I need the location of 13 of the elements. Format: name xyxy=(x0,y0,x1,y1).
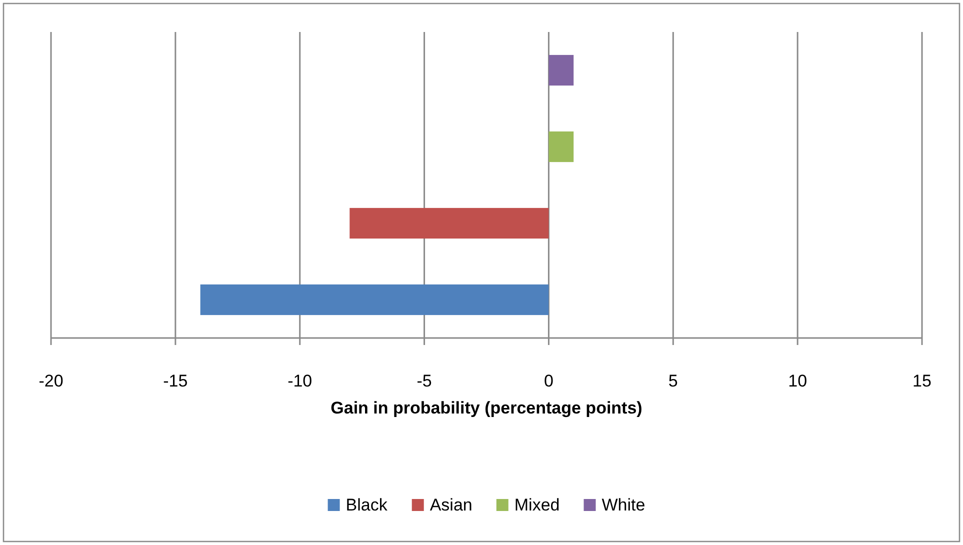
x-tick-label: 10 xyxy=(788,372,808,390)
x-tick-label: -15 xyxy=(163,372,188,390)
x-tick-label: -5 xyxy=(416,372,432,390)
legend-label: Black xyxy=(346,496,388,514)
x-tick-label: -20 xyxy=(38,372,64,390)
x-tick-label: 5 xyxy=(668,372,678,390)
x-axis-title: Gain in probability (percentage points) xyxy=(330,398,642,418)
legend-label: White xyxy=(602,496,646,514)
x-tick-label: -10 xyxy=(288,372,312,390)
legend-label: Mixed xyxy=(514,496,560,514)
x-tick-label: 15 xyxy=(912,372,932,390)
x-tick-label: 0 xyxy=(544,372,554,390)
legend-label: Asian xyxy=(430,496,472,514)
